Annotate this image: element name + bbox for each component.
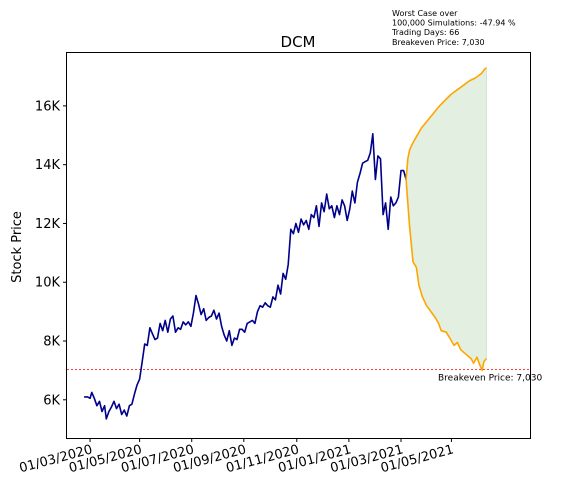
- breakeven-layer: Breakeven Price: 7,030: [67, 369, 542, 384]
- annotation-line: Worst Case over: [392, 9, 458, 18]
- series-layer: [84, 67, 488, 420]
- annotation-line: 100,000 Simulations: -47.94 %: [392, 19, 516, 28]
- y-tick-label: 8K: [43, 335, 60, 350]
- annotation-line: Trading Days: 66: [391, 28, 459, 37]
- y-tick-label: 10K: [35, 276, 61, 291]
- y-tick-label: 12K: [35, 217, 61, 232]
- y-axis-label: Stock Price: [10, 211, 25, 283]
- historical-price-line: [84, 133, 407, 420]
- lower-projection-line: [405, 179, 488, 372]
- breakeven-label: Breakeven Price: 7,030: [438, 374, 542, 384]
- annotation-line: Breakeven Price: 7,030: [392, 38, 485, 47]
- chart-title: DCM: [281, 33, 316, 51]
- upper-projection-line: [405, 67, 487, 180]
- y-tick-label: 14K: [35, 158, 61, 173]
- y-tick-label: 16K: [35, 99, 61, 114]
- plot-frame: [66, 52, 531, 439]
- y-tick-label: 6K: [43, 393, 60, 408]
